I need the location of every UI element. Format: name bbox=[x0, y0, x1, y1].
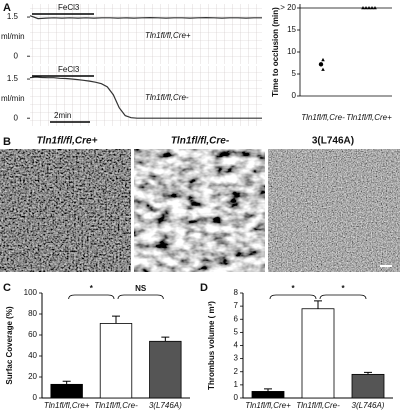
image-title: Tln1fl/fl,Cre+ bbox=[37, 136, 98, 147]
bar bbox=[251, 391, 285, 399]
y-tick-label: 20 bbox=[28, 372, 37, 381]
y-tick-label: 40 bbox=[28, 351, 37, 360]
panel-label: D bbox=[200, 282, 208, 294]
y-tick-label: 0 bbox=[234, 393, 239, 402]
x-tick-label: Tln1fl/fl,Cre- bbox=[94, 401, 138, 410]
y-tick-label: 7 bbox=[234, 301, 239, 310]
annotation: FeCl3 bbox=[58, 65, 80, 74]
image-title: 3(L746A) bbox=[312, 136, 354, 147]
scale-bar-label: 2min bbox=[54, 111, 71, 120]
y-tick-label: 0 bbox=[14, 51, 19, 60]
panel-label: A bbox=[3, 2, 11, 14]
y-tick-label: 10 bbox=[287, 47, 296, 56]
y-axis-label: Thrombus volume ( m³) bbox=[207, 301, 216, 390]
error-bar bbox=[161, 336, 170, 342]
point bbox=[321, 57, 325, 62]
x-tick-label: Tln1fl/fl,Cre+ bbox=[44, 401, 90, 410]
y-tick-label: 1.5 bbox=[7, 74, 19, 83]
x-tick-label: Tln1fl/fl,Cre+ bbox=[245, 401, 291, 410]
point bbox=[361, 6, 365, 10]
error-bar bbox=[264, 388, 272, 392]
x-tick-label: Tln1fl/fl,Cre+ bbox=[346, 113, 392, 122]
y-tick-label: 1 bbox=[234, 380, 239, 389]
x-tick-label: Tln1fl/fl,Cre- bbox=[301, 113, 345, 122]
y-tick-label: 100 bbox=[24, 288, 38, 297]
series-label: Tln1fl/fl,Cre- bbox=[145, 93, 189, 102]
bar bbox=[99, 323, 133, 399]
error-bar bbox=[314, 300, 322, 309]
micrograph bbox=[134, 149, 265, 272]
y-tick-label: 15 bbox=[287, 25, 296, 34]
y-tick-label: 4 bbox=[234, 341, 239, 350]
significance-label: * bbox=[291, 284, 295, 293]
y-axis-label: Time to occlusion (min) bbox=[271, 7, 280, 97]
panel-label: B bbox=[3, 136, 11, 148]
y-tick-label: 5 bbox=[234, 327, 239, 336]
significance-bracket bbox=[269, 294, 317, 300]
image-title: Tln1fl/fl,Cre- bbox=[171, 136, 230, 147]
significance-bracket bbox=[319, 294, 367, 300]
bar bbox=[351, 373, 385, 399]
point bbox=[370, 6, 374, 10]
significance-label: NS bbox=[135, 284, 147, 293]
micrograph bbox=[268, 149, 400, 272]
y-axis-label: Surfac Coverage (%) bbox=[5, 306, 14, 385]
x-tick-label: 3(L746A) bbox=[352, 401, 385, 410]
y-tick-label: 0 bbox=[292, 91, 297, 100]
y-tick-label: 60 bbox=[28, 330, 37, 339]
error-bar bbox=[112, 315, 120, 324]
bar bbox=[50, 383, 83, 399]
x-tick-label: 3(L746A) bbox=[149, 401, 182, 410]
y-tick-label: > 20 bbox=[280, 3, 296, 12]
y-tick-label: 0 bbox=[33, 393, 38, 402]
significance-bracket bbox=[117, 294, 164, 300]
micrograph bbox=[0, 149, 131, 272]
point bbox=[318, 62, 324, 67]
bar bbox=[149, 340, 182, 399]
y-tick-label: 5 bbox=[292, 69, 297, 78]
bar bbox=[301, 308, 335, 399]
point bbox=[367, 6, 371, 10]
series-label: Tln1fl/fl,Cre+ bbox=[145, 31, 191, 40]
y-tick-label: 3 bbox=[234, 354, 239, 363]
y-axis-label: ml/min bbox=[1, 94, 25, 103]
y-tick-label: 2 bbox=[234, 367, 239, 376]
significance-bracket bbox=[68, 294, 115, 300]
flow-trace bbox=[29, 15, 262, 20]
point bbox=[321, 67, 325, 71]
point bbox=[364, 6, 368, 10]
error-bar bbox=[62, 380, 71, 385]
y-tick-label: 0 bbox=[14, 113, 19, 122]
significance-label: * bbox=[341, 284, 345, 293]
flow-trace bbox=[29, 76, 262, 119]
y-tick-label: 8 bbox=[234, 288, 239, 297]
significance-label: * bbox=[90, 284, 94, 293]
y-tick-label: 80 bbox=[28, 309, 37, 318]
panel-label: C bbox=[3, 282, 11, 294]
y-tick-label: 6 bbox=[234, 314, 239, 323]
y-tick-label: 1.5 bbox=[7, 12, 19, 21]
error-bar bbox=[364, 371, 372, 375]
point bbox=[373, 6, 377, 10]
annotation: FeCl3 bbox=[58, 3, 80, 12]
x-tick-label: Tln1fl/fl,Cre- bbox=[296, 401, 340, 410]
y-axis-label: ml/min bbox=[1, 32, 25, 41]
